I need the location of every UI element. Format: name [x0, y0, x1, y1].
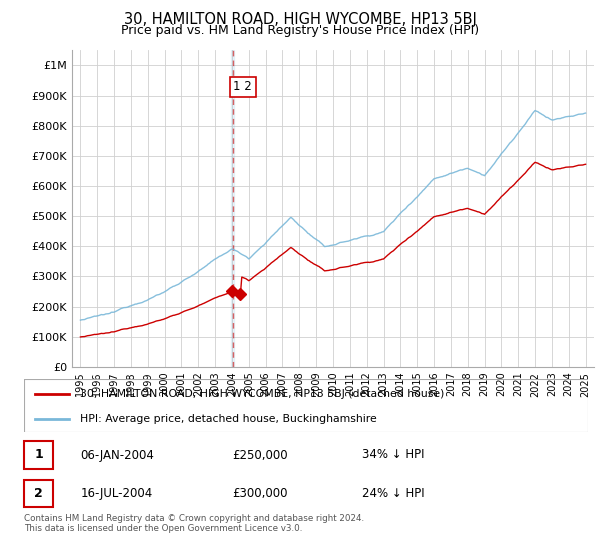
Text: 16-JUL-2004: 16-JUL-2004: [80, 487, 152, 500]
Text: Contains HM Land Registry data © Crown copyright and database right 2024.
This d: Contains HM Land Registry data © Crown c…: [24, 514, 364, 534]
Text: HPI: Average price, detached house, Buckinghamshire: HPI: Average price, detached house, Buck…: [80, 414, 377, 424]
Text: 06-JAN-2004: 06-JAN-2004: [80, 449, 154, 461]
Text: 1 2: 1 2: [233, 80, 252, 93]
Text: 30, HAMILTON ROAD, HIGH WYCOMBE, HP13 5BJ (detached house): 30, HAMILTON ROAD, HIGH WYCOMBE, HP13 5B…: [80, 389, 445, 399]
Text: 1: 1: [34, 449, 43, 461]
Text: 24% ↓ HPI: 24% ↓ HPI: [362, 487, 425, 500]
Text: 2: 2: [34, 487, 43, 500]
Bar: [24, 441, 53, 469]
Bar: [231, 50, 234, 367]
Text: 30, HAMILTON ROAD, HIGH WYCOMBE, HP13 5BJ: 30, HAMILTON ROAD, HIGH WYCOMBE, HP13 5B…: [124, 12, 476, 27]
Text: 34% ↓ HPI: 34% ↓ HPI: [362, 449, 425, 461]
Text: Price paid vs. HM Land Registry's House Price Index (HPI): Price paid vs. HM Land Registry's House …: [121, 24, 479, 37]
Text: £250,000: £250,000: [233, 449, 289, 461]
Text: £300,000: £300,000: [233, 487, 288, 500]
Bar: [24, 480, 53, 507]
